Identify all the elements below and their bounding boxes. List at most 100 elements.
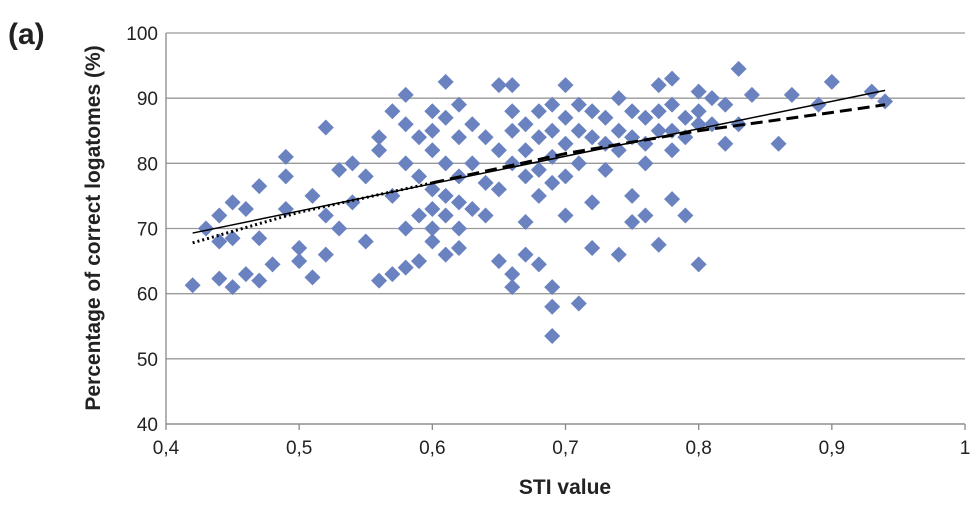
data-point <box>490 77 507 94</box>
data-point <box>584 240 601 257</box>
data-point <box>690 256 707 273</box>
y-tick-label: 60 <box>137 285 158 306</box>
data-point <box>637 207 654 224</box>
data-point <box>224 194 241 211</box>
data-point <box>664 96 681 113</box>
panel-label: (a) <box>8 18 45 51</box>
data-point <box>211 270 228 287</box>
data-point <box>770 135 787 152</box>
data-point <box>397 259 414 276</box>
data-point <box>677 207 694 224</box>
data-point <box>690 116 707 133</box>
data-point <box>397 220 414 237</box>
data-point <box>664 70 681 87</box>
data-point <box>184 277 201 294</box>
data-point <box>251 272 268 289</box>
data-point <box>411 129 428 146</box>
x-tick-label: 1 <box>960 438 970 459</box>
y-tick-label: 80 <box>137 154 158 175</box>
data-point <box>357 168 374 185</box>
data-point <box>251 230 268 247</box>
data-point <box>664 142 681 159</box>
data-point <box>677 109 694 126</box>
data-point <box>397 155 414 172</box>
data-point <box>570 155 587 172</box>
data-point <box>504 279 521 296</box>
data-point <box>464 116 481 133</box>
data-point <box>717 96 734 113</box>
data-point <box>357 233 374 250</box>
data-point <box>743 86 760 103</box>
data-point <box>490 142 507 159</box>
data-point <box>730 60 747 77</box>
data-point <box>264 256 281 273</box>
data-point <box>424 122 441 139</box>
data-point <box>650 122 667 139</box>
data-point <box>437 246 454 263</box>
data-point <box>397 116 414 133</box>
data-point <box>597 109 614 126</box>
x-tick-label: 0,4 <box>153 438 180 459</box>
data-point <box>544 122 561 139</box>
data-point <box>690 103 707 120</box>
data-point <box>424 142 441 159</box>
data-point <box>877 93 894 110</box>
data-point <box>783 86 800 103</box>
data-point <box>517 246 534 263</box>
data-point <box>504 77 521 94</box>
data-point <box>530 161 547 178</box>
data-point <box>504 122 521 139</box>
data-point <box>424 233 441 250</box>
data-point <box>530 129 547 146</box>
data-point <box>584 129 601 146</box>
data-point <box>424 200 441 217</box>
data-point <box>424 220 441 237</box>
data-point <box>197 220 214 237</box>
data-point <box>610 246 627 263</box>
data-point <box>304 269 321 286</box>
data-point <box>557 77 574 94</box>
data-point <box>411 253 428 270</box>
data-point <box>637 155 654 172</box>
y-tick-label: 100 <box>126 24 158 45</box>
data-point <box>304 187 321 204</box>
data-point <box>424 103 441 120</box>
data-point <box>437 187 454 204</box>
data-point <box>317 119 334 136</box>
data-point <box>544 298 561 315</box>
data-point <box>703 116 720 133</box>
data-point <box>331 161 348 178</box>
data-point <box>211 207 228 224</box>
fit-line <box>432 103 886 185</box>
data-point <box>477 207 494 224</box>
data-point <box>823 73 840 90</box>
data-point <box>464 155 481 172</box>
y-tick-label: 90 <box>137 89 158 110</box>
data-point <box>650 77 667 94</box>
x-tick-label: 0,5 <box>286 438 312 459</box>
x-tick-label: 0,9 <box>819 438 845 459</box>
data-point <box>584 194 601 211</box>
data-point <box>504 266 521 283</box>
data-point <box>557 207 574 224</box>
data-point <box>544 279 561 296</box>
data-point <box>437 155 454 172</box>
data-point <box>437 109 454 126</box>
y-tick-label: 70 <box>137 220 158 241</box>
data-point <box>411 207 428 224</box>
data-point <box>557 109 574 126</box>
data-point <box>224 230 241 247</box>
data-point <box>570 295 587 312</box>
data-point <box>450 240 467 257</box>
data-point <box>317 207 334 224</box>
data-point <box>624 103 641 120</box>
data-point <box>624 213 641 230</box>
data-point <box>424 181 441 198</box>
data-point <box>530 103 547 120</box>
data-point <box>530 187 547 204</box>
data-point <box>237 266 254 283</box>
data-point <box>557 168 574 185</box>
fit-line <box>192 181 433 245</box>
data-point <box>344 155 361 172</box>
data-point <box>624 187 641 204</box>
